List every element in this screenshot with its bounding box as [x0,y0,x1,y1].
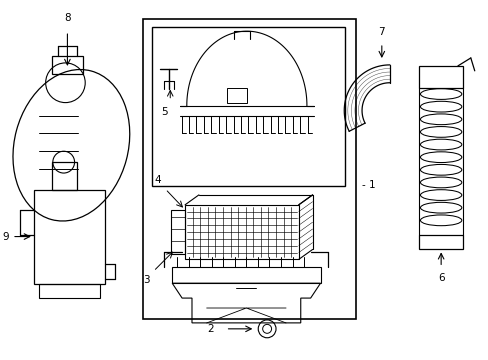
Bar [419,66,462,88]
Bar [142,19,355,319]
Text: 7: 7 [378,27,385,37]
Bar [52,56,83,74]
Text: 4: 4 [154,175,161,185]
Bar [52,162,76,190]
Bar [226,88,246,103]
Bar [34,190,105,284]
Bar [184,205,298,260]
Text: 2: 2 [207,324,213,334]
Bar [419,235,462,249]
Text: 8: 8 [64,13,71,23]
Text: 3: 3 [142,275,149,285]
Bar [39,284,100,298]
Text: 5: 5 [161,107,167,117]
Bar [152,27,345,186]
Bar [171,210,184,255]
Text: 9: 9 [2,231,9,242]
Text: - 1: - 1 [361,180,375,190]
Text: 6: 6 [437,273,444,283]
Bar [172,267,320,283]
